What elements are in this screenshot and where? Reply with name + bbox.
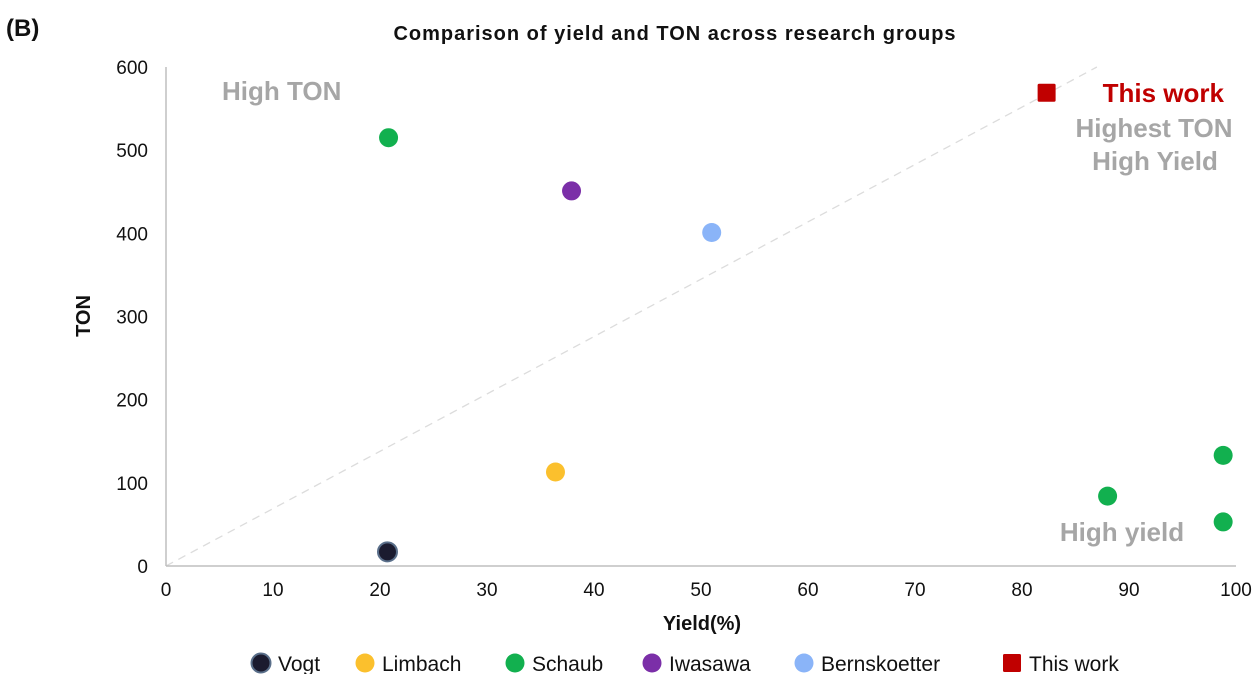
x-tick-label: 40 [583,580,604,601]
legend-label-vogt: Vogt [278,653,320,674]
legend-label-schaub: Schaub [532,653,603,674]
annotation-high-yield-top: High Yield [1092,146,1218,176]
x-axis-title: Yield(%) [663,613,741,635]
x-tick-label: 90 [1118,580,1139,601]
legend-label-iwasawa: Iwasawa [669,653,751,674]
y-tick-label: 500 [116,141,148,162]
annotation-high-yield-bottom: High yield [1060,517,1184,547]
y-axis-title: TON [73,295,95,337]
y-tick-label: 200 [116,391,148,412]
x-tick-label: 0 [161,580,172,601]
point-schaub [379,128,399,148]
point-limbach [545,462,565,482]
y-tick-label: 400 [116,224,148,245]
y-tick-label: 600 [116,58,148,79]
trend-line [165,66,1098,567]
annotation-this-work: This work [1103,78,1225,108]
legend-marker-schaub [505,653,525,673]
legend-marker-vogt [250,652,272,674]
x-tick-label: 30 [476,580,497,601]
y-tick-label: 0 [137,557,148,578]
point-schaub [1213,512,1233,532]
legend-marker-iwasawa [642,653,662,673]
legend-marker-this-work [1003,654,1021,672]
x-tick-label: 50 [690,580,711,601]
y-tick-label: 100 [116,474,148,495]
x-tick-label: 60 [797,580,818,601]
y-tick-label: 300 [116,308,148,329]
x-tick-label: 70 [904,580,925,601]
legend-label-this-work: This work [1029,653,1119,674]
annotation-highest-ton: Highest TON [1076,113,1233,143]
x-tick-label: 20 [369,580,390,601]
point-this-work [1037,83,1056,102]
legend-label-bernskoetter: Bernskoetter [821,653,940,674]
legend-marker-bernskoetter [794,653,814,673]
point-vogt [376,541,398,563]
legend: Vogt Limbach Schaub Iwasawa Bernskoetter This… [250,652,1119,674]
point-iwasawa [562,181,582,201]
x-tick-label: 10 [262,580,283,601]
panel-label: (B) [6,15,39,42]
point-schaub [1213,445,1233,465]
point-bernskoetter [702,223,722,243]
y-tick-labels: 0 100 200 300 400 500 600 [116,58,148,578]
data-points [376,83,1233,563]
legend-label-limbach: Limbach [382,653,461,674]
point-schaub [1098,486,1118,506]
annotation-high-ton: High TON [222,76,341,106]
x-tick-labels: 0 10 20 30 40 50 60 70 80 90 100 [161,580,1252,601]
x-tick-label: 100 [1220,580,1252,601]
chart-title: Comparison of yield and TON across resea… [393,23,956,45]
plot-area: 0 10 20 30 40 50 60 70 80 90 100 0 100 200 300 400 500 6… [116,58,1252,601]
x-tick-label: 80 [1011,580,1032,601]
legend-marker-limbach [355,653,375,673]
